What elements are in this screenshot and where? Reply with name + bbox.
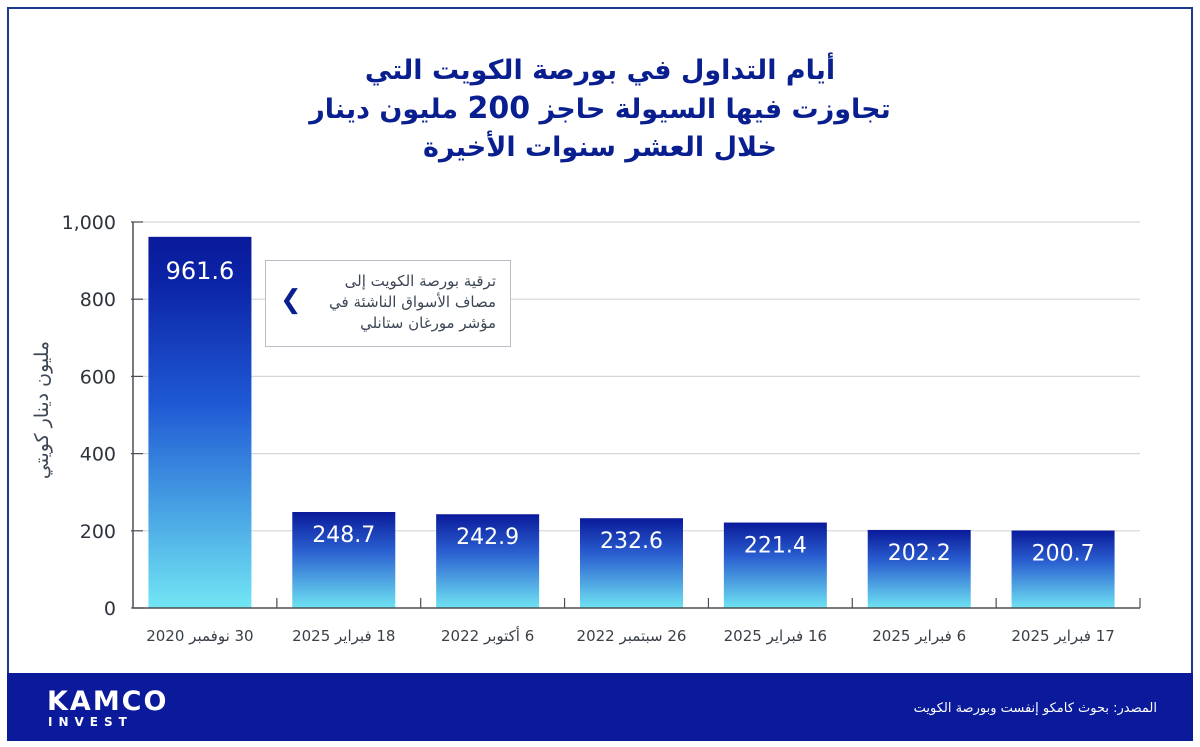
x-tick-labels: 30 نوفمبر 2020 18 فبراير 2025 6 أكتوبر 202… xyxy=(146,626,1115,645)
axes xyxy=(131,221,1141,609)
chevron-left-icon: ❮ xyxy=(280,285,302,315)
y-tick-label: 1,000 xyxy=(62,212,116,234)
kamco-logo: KAMCO INVEST xyxy=(47,686,169,729)
gridlines xyxy=(133,221,1140,532)
title-line-2: تجاوزت فيها السيولة حاجز 200 مليون دينار xyxy=(0,90,1200,129)
data-label: 232.6 xyxy=(600,529,663,554)
title-line-2-start: تجاوزت فيها السيولة حاجز xyxy=(539,94,891,125)
bars xyxy=(148,236,1115,609)
bar xyxy=(1011,530,1115,608)
title-line-2-end: مليون دينار xyxy=(309,94,459,125)
data-label: 248.7 xyxy=(312,523,375,548)
source-note: المصدر: بحوث كامكو إنفست وبورصة الكويت xyxy=(913,701,1157,716)
bar xyxy=(148,236,252,609)
logo-sub-text: INVEST xyxy=(48,715,133,729)
y-tick-label: 0 xyxy=(104,598,116,620)
x-tick-label: 30 نوفمبر 2020 xyxy=(146,627,253,645)
chart-title: أيام التداول في بورصة الكويت التي تجاوزت… xyxy=(0,52,1200,167)
y-tick-label: 200 xyxy=(80,521,116,543)
x-tick-label: 17 فبراير 2025 xyxy=(1011,627,1114,645)
data-label: 242.9 xyxy=(456,525,519,550)
x-tick-label: 6 فبراير 2025 xyxy=(872,627,966,645)
y-tick-label: 400 xyxy=(80,444,116,466)
annotation-callout: ❮ ترقية بورصة الكويت إلى مصاف الأسواق ال… xyxy=(265,260,511,347)
bar xyxy=(867,529,971,608)
x-tick-label: 6 أكتوبر 2022 xyxy=(441,626,534,645)
y-tick-label: 800 xyxy=(80,289,116,311)
annotation-line-3: مؤشر مورغان ستانلي xyxy=(360,314,496,332)
annotation-text: ترقية بورصة الكويت إلى مصاف الأسواق النا… xyxy=(329,271,496,334)
data-label: 221.4 xyxy=(744,534,807,559)
logo-main-text: KAMCO xyxy=(47,686,169,717)
annotation-line-1: ترقية بورصة الكويت إلى xyxy=(344,272,496,290)
data-label: 200.7 xyxy=(1032,542,1095,567)
x-tick-label: 18 فبراير 2025 xyxy=(292,627,395,645)
x-tick-label: 26 سبتمبر 2022 xyxy=(577,627,687,645)
title-line-3: خلال العشر سنوات الأخيرة xyxy=(423,132,777,163)
bar xyxy=(723,522,827,608)
y-tick-labels: 0 200 400 600 800 1,000 xyxy=(62,212,116,620)
data-labels: 961.6 248.7 242.9 232.6 221.4 202.2 200.7 xyxy=(166,257,1095,567)
bar xyxy=(580,518,683,608)
data-label: 961.6 xyxy=(166,257,235,285)
title-line-1: أيام التداول في بورصة الكويت التي xyxy=(364,55,836,86)
bar xyxy=(436,514,540,608)
x-tick-label: 16 فبراير 2025 xyxy=(724,627,827,645)
title-threshold-number: 200 xyxy=(467,91,531,126)
annotation-line-2: مصاف الأسواق الناشئة في xyxy=(329,293,496,311)
footer-bar: KAMCO INVEST المصدر: بحوث كامكو إنفست وب… xyxy=(7,673,1193,741)
y-tick-label: 600 xyxy=(80,366,116,388)
bar xyxy=(292,512,396,608)
data-label: 202.2 xyxy=(888,541,951,566)
